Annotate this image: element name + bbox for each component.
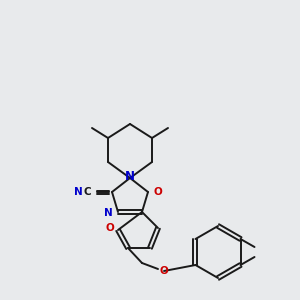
Text: O: O bbox=[105, 223, 114, 233]
Text: N: N bbox=[125, 170, 135, 184]
Text: O: O bbox=[160, 266, 169, 276]
Text: N: N bbox=[74, 187, 83, 197]
Text: O: O bbox=[153, 187, 162, 197]
Text: C: C bbox=[83, 187, 91, 197]
Text: N: N bbox=[104, 208, 113, 218]
